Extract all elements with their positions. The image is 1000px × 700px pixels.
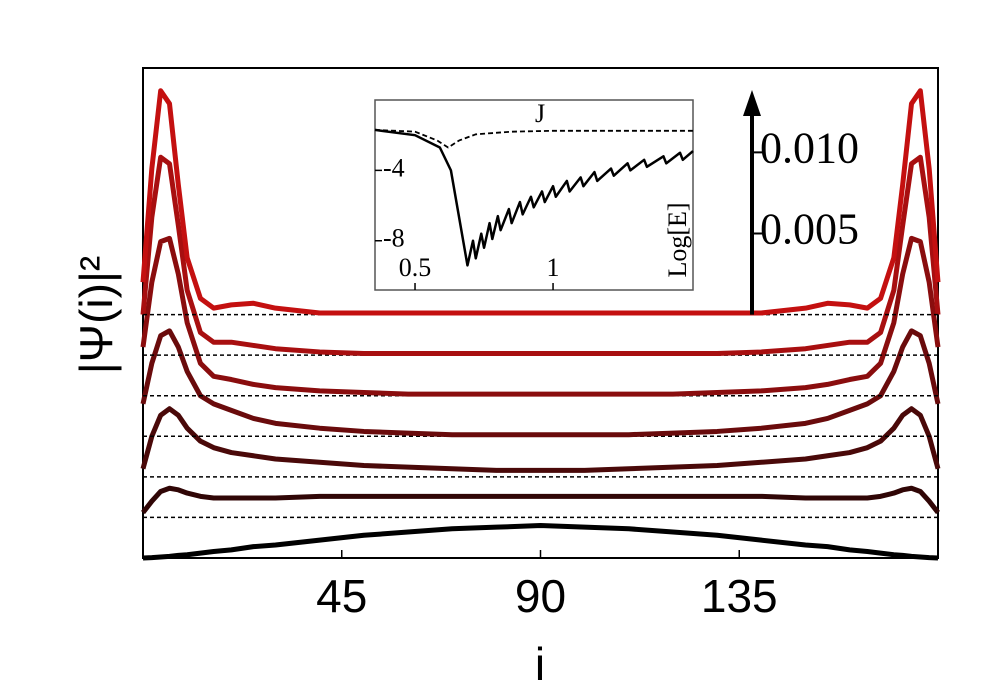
series-line <box>140 88 941 316</box>
series-line <box>140 154 941 357</box>
series-label: J <box>535 99 545 128</box>
series-line <box>140 406 941 473</box>
inset-y-tick-label: -8 <box>383 224 405 253</box>
x-tick-label: 45 <box>316 570 367 622</box>
series-line <box>374 129 693 149</box>
x-tick-label: 135 <box>701 570 778 622</box>
x-tick-label: 90 <box>515 570 566 622</box>
series-line <box>140 235 941 397</box>
scale-arrowhead <box>743 90 761 116</box>
y-axis-label: |Ψ(i)|² <box>70 256 122 375</box>
series-line <box>141 485 940 515</box>
series-line <box>142 523 939 561</box>
inset-x-tick-label: 1 <box>547 253 560 282</box>
scale-tick-label: 0.010 <box>760 123 859 172</box>
inset-y-tick-label: -4 <box>383 153 405 182</box>
series-line <box>374 128 694 267</box>
inset-x-tick-label: 0.5 <box>399 253 432 282</box>
series-label: Log[E] <box>663 202 692 277</box>
x-axis-label: i <box>535 638 545 690</box>
scale-tick-label: 0.005 <box>760 205 859 254</box>
series-line <box>140 328 941 438</box>
